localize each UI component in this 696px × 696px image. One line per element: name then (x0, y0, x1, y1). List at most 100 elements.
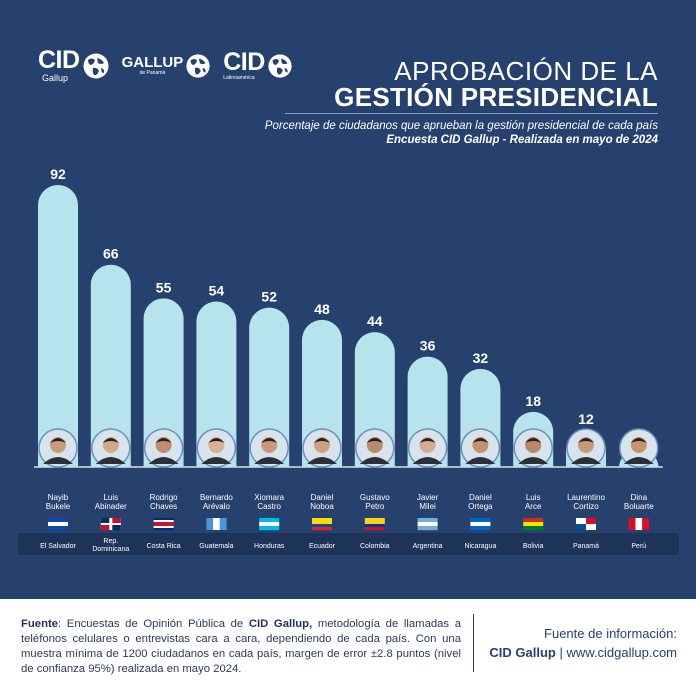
president-name-label: Milei (419, 502, 436, 511)
country-label: Colombia (360, 543, 390, 550)
president-name-label: Xiomara (254, 493, 284, 502)
flag-stripe (219, 518, 227, 530)
portrait-hair-icon (208, 438, 225, 443)
source-text-2: metodología de llamadas a teléfonos celu… (21, 618, 462, 675)
president-name-label: Gustavo (360, 493, 390, 502)
value-label: 66 (103, 246, 119, 262)
nicaragua-flag-icon (470, 518, 491, 531)
country-label: Argentina (413, 543, 443, 550)
president-name-label: Luis (103, 493, 118, 502)
bar (302, 319, 342, 467)
logo-gallup-subtext: Gallup (42, 73, 69, 83)
bar (90, 264, 131, 467)
president-name-label: Daniel (469, 493, 492, 502)
info-credit: CID Gallup | www.cidgallup.com (489, 645, 677, 660)
flag-stripe (470, 522, 491, 527)
country-label: El Salvador (40, 543, 76, 550)
costa-rica-flag-icon (153, 518, 174, 531)
info-label: Fuente de información: (544, 626, 677, 641)
bolivia-flag-icon (523, 518, 544, 531)
country-label: Ecuador (309, 543, 336, 550)
flag-stripe (364, 527, 385, 531)
flag-stripe (48, 522, 68, 527)
value-label: 18 (525, 393, 541, 409)
portrait-hair-icon (50, 438, 66, 443)
country-band (18, 533, 679, 555)
flag-stripe (635, 518, 643, 530)
flag-stripe (364, 524, 385, 528)
logo-cid-text: CID (38, 46, 80, 74)
subtitle: Porcentaje de ciudadanos que aprueban la… (264, 120, 658, 132)
flag-stripe (312, 524, 332, 528)
flag-stripe (213, 518, 220, 530)
portrait-hair-icon (261, 438, 278, 443)
cid-gallup-logo: CID Gallup (38, 48, 110, 83)
flag-stripe (153, 528, 174, 531)
value-label: 48 (314, 301, 330, 317)
flag-quarter (576, 524, 586, 530)
bar (143, 298, 184, 467)
country-label: Dominicana (92, 546, 129, 553)
portrait-hair-icon (314, 438, 330, 443)
president-name-label: Abinader (95, 502, 127, 511)
source-label: Fuente (21, 618, 59, 630)
globe-icon (83, 53, 109, 78)
flag-stripe (312, 527, 332, 531)
title-line-2: GESTIÓN PRESIDENCIAL (334, 82, 658, 112)
portrait-hair-icon (472, 438, 489, 443)
portrait-suit-icon (623, 457, 654, 464)
gallup-panama-logo: GALLUP de Panamá (122, 53, 212, 79)
president-name-label: Laurentino (567, 493, 605, 502)
title-divider (285, 113, 658, 114)
flag-stripe (48, 526, 68, 531)
flag-quarter (112, 525, 121, 530)
flag-stripe (523, 526, 544, 531)
value-label: 44 (367, 313, 383, 329)
portrait-suit-icon (307, 457, 337, 464)
flag-stripe (470, 518, 491, 523)
president-name-label: Arce (525, 502, 542, 511)
flag-quarter (586, 518, 596, 524)
title-line-1: APROBACIÓN DE LA (394, 56, 658, 86)
value-label: 36 (420, 338, 436, 354)
value-label: 52 (261, 289, 277, 305)
value-label: 54 (209, 282, 225, 298)
info-url[interactable]: www.cidgallup.com (566, 645, 677, 660)
country-label: Perú (631, 543, 646, 550)
flag-stripe (259, 522, 280, 527)
flag-stripe (153, 520, 174, 523)
country-label: Honduras (254, 543, 285, 550)
value-label: 92 (50, 166, 66, 182)
president-name-label: Cortizo (573, 502, 599, 511)
portrait-suit-icon (518, 457, 549, 464)
president-name-label: Boluarte (624, 502, 654, 511)
value-label: 12 (578, 411, 594, 427)
portrait-hair-icon (155, 438, 172, 443)
flag-stripe (206, 518, 214, 530)
globe-icon (268, 53, 292, 78)
value-label: 55 (156, 279, 172, 295)
cid-latinoamerica-logo: CID Latinoamérica (223, 50, 293, 81)
el-salvador-flag-icon (48, 518, 68, 531)
flag-stripe (628, 518, 636, 530)
flag-stripe (470, 526, 491, 531)
bar (38, 185, 78, 467)
info-separator: | (555, 645, 567, 660)
bar (196, 301, 237, 467)
president-name-label: Ortega (468, 502, 493, 511)
footer (0, 599, 696, 696)
panama-flag-icon (576, 518, 596, 530)
flag-stripe (417, 522, 438, 527)
country-label: Bolivia (523, 543, 544, 550)
value-label: 32 (473, 350, 489, 366)
flag-stripe (153, 522, 174, 525)
flag-stripe (417, 526, 438, 531)
flag-stripe (259, 526, 280, 531)
country-label: Panamá (573, 543, 599, 550)
portrait-suit-icon (43, 457, 73, 464)
portrait-hair-icon (630, 438, 647, 443)
colombia-flag-icon (364, 518, 385, 531)
flag-quarter (112, 518, 121, 523)
portrait-suit-icon (201, 457, 232, 464)
